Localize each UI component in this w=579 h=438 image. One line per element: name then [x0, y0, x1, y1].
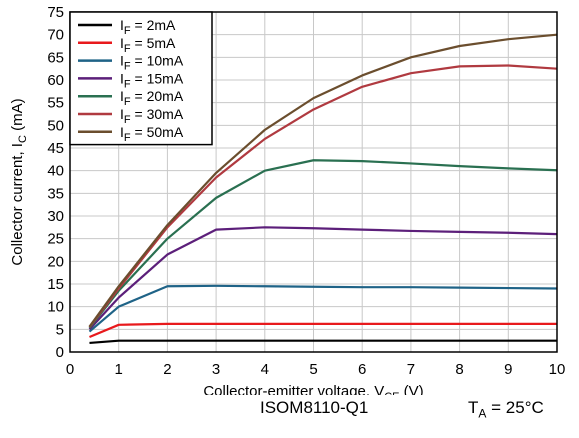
y-tick-label: 60 — [47, 72, 64, 89]
y-tick-label: 30 — [47, 208, 64, 225]
legend-label: IF = 10mA — [120, 53, 184, 73]
x-tick-label: 3 — [212, 361, 220, 378]
y-tick-label: 40 — [47, 163, 64, 180]
temp-prefix: T — [468, 398, 479, 417]
device-name: ISOM8110-Q1 — [260, 398, 369, 417]
legend-label: IF = 20mA — [120, 88, 184, 108]
y-tick-label: 5 — [56, 321, 64, 338]
x-tick-label: 7 — [407, 361, 415, 378]
x-tick-label: 4 — [261, 361, 269, 378]
legend-label: IF = 5mA — [120, 35, 176, 55]
x-tick-label: 0 — [66, 361, 74, 378]
y-axis-label: Collector current, IC (mA) — [9, 98, 29, 265]
y-tick-label: 15 — [47, 276, 64, 293]
series-line-15mA — [88, 226, 558, 331]
tick-labels: 0 1 2 3 4 5 6 7 8 9 100510152025303540455055606570… — [47, 4, 565, 378]
series-line-20mA — [88, 159, 558, 329]
series-lines — [88, 33, 558, 345]
x-tick-label: 10 — [549, 361, 566, 378]
series-line-5mA — [89, 322, 557, 339]
series-line-10mA — [88, 284, 558, 333]
y-tick-label: 75 — [47, 4, 64, 21]
y-tick-label: 70 — [47, 27, 64, 44]
ambient-temperature: TA = 25°C — [468, 398, 544, 420]
x-tick-label: 6 — [358, 361, 366, 378]
legend-label: IF = 50mA — [120, 124, 184, 144]
y-tick-label: 35 — [47, 185, 64, 202]
series-line-50mA — [88, 33, 558, 328]
y-tick-label: 20 — [47, 253, 64, 270]
temp-value: = 25°C — [486, 398, 544, 417]
x-tick-label: 5 — [309, 361, 317, 378]
x-axis-label: Collector-emitter voltage, VCE (V) — [203, 383, 423, 395]
temp-subscript: A — [478, 406, 487, 421]
series-line-30mA — [88, 64, 558, 328]
y-tick-label: 65 — [47, 49, 64, 66]
x-tick-label: 1 — [115, 361, 123, 378]
y-tick-label: 0 — [56, 344, 64, 361]
collector-current-chart: 0 1 2 3 4 5 6 7 8 9 100510152025303540455055606570… — [9, 4, 565, 395]
y-tick-label: 45 — [47, 140, 64, 157]
y-tick-label: 50 — [47, 117, 64, 134]
y-tick-label: 25 — [47, 231, 64, 248]
y-tick-label: 55 — [47, 95, 64, 112]
legend-label: IF = 15mA — [120, 70, 184, 90]
series-line-2mA — [89, 339, 557, 345]
x-tick-label: 2 — [163, 361, 171, 378]
x-tick-label: 9 — [504, 361, 512, 378]
y-tick-label: 10 — [47, 299, 64, 316]
x-tick-label: 8 — [455, 361, 463, 378]
legend-label: IF = 30mA — [120, 106, 184, 126]
plot-frame — [69, 11, 558, 353]
legend-label: IF = 2mA — [120, 17, 176, 37]
